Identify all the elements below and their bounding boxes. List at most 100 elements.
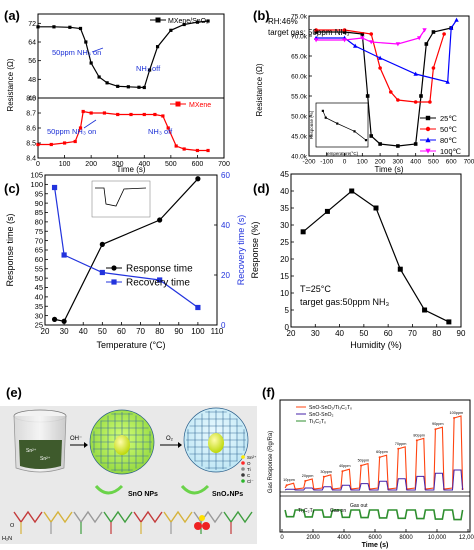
y-axis-label-c: Response time (s) bbox=[5, 213, 15, 286]
data-point-mxene-sno2 bbox=[142, 85, 146, 90]
b-inset-marks bbox=[321, 109, 368, 142]
legend-marker-b-0 bbox=[425, 115, 431, 121]
annotation-a-top-off: NH₃ off bbox=[136, 64, 161, 73]
series-line-f-1 bbox=[284, 469, 464, 491]
x-axis-label-d: Humidity (%) bbox=[350, 340, 402, 350]
legend-marker-b-1 bbox=[425, 126, 431, 132]
data-point-b-1 bbox=[442, 32, 446, 36]
c-y-tick-label: 45 bbox=[35, 283, 43, 292]
series-line-f-0 bbox=[284, 415, 464, 490]
legend-label-b-0: 25℃ bbox=[440, 114, 457, 123]
y-axis-label-b: Resistance (Ω) bbox=[255, 63, 264, 116]
data-point-b-1 bbox=[342, 28, 347, 32]
data-point-b-1 bbox=[428, 100, 432, 104]
d-x-tick-label: 90 bbox=[457, 329, 466, 338]
polymer-chains bbox=[13, 510, 253, 534]
d-y-tick-label: 40 bbox=[280, 187, 289, 196]
data-point-mxene-sno2 bbox=[89, 61, 93, 65]
data-point-mxene bbox=[81, 109, 85, 114]
a-x-ticks: 0 100 200 300 400 500 600 700 bbox=[36, 155, 230, 168]
a-x-tick-label: 300 bbox=[112, 161, 124, 168]
a-bottom-y-tick-label: 8.8 bbox=[26, 95, 36, 102]
curved-arrow-sno2 bbox=[180, 484, 210, 495]
data-point-b-1 bbox=[388, 90, 393, 94]
data-point-f-0 bbox=[397, 447, 400, 450]
x-axis-label-c: Temperature (°C) bbox=[96, 340, 165, 350]
series-line-f-2 bbox=[284, 509, 464, 521]
data-point-b-3 bbox=[395, 42, 401, 47]
data-point-mxene bbox=[142, 112, 146, 117]
panel-b: (b) 40.0k 45.0k 50.0k 55.0k 60.0k 65.0k 70.0k 7… bbox=[253, 8, 474, 174]
f-x-tick-label: 12,000 bbox=[459, 535, 474, 541]
data-point-c-1 bbox=[157, 277, 163, 283]
inset-point-b bbox=[364, 139, 368, 142]
arrow-oh-head bbox=[84, 442, 88, 448]
data-point-mxene-sno2 bbox=[68, 25, 72, 29]
series-line-b-0 bbox=[316, 27, 452, 147]
legend-marker-b-2 bbox=[425, 137, 431, 143]
data-point-mxene-sno2 bbox=[126, 85, 130, 89]
c-y-tick-label: 80 bbox=[35, 218, 43, 227]
a-x-tick-label: 600 bbox=[192, 161, 204, 168]
a-x-tick-label: 500 bbox=[165, 161, 177, 168]
data-point-b-2 bbox=[377, 55, 383, 60]
b-inset-x-label: temperature(°C) bbox=[326, 151, 359, 156]
f-x-tick-label: 0 bbox=[280, 535, 284, 541]
data-point-f-0 bbox=[434, 428, 437, 431]
c-x-tick-label: 30 bbox=[60, 327, 69, 336]
d-y-tick-label: 45 bbox=[280, 170, 289, 179]
c-x-tick-label: 40 bbox=[79, 327, 88, 336]
legend-dot-e bbox=[241, 479, 245, 483]
data-point-b-3 bbox=[422, 28, 427, 33]
d-x-tick-label: 50 bbox=[359, 329, 368, 338]
d-x-tick-label: 80 bbox=[432, 329, 441, 338]
legend-label-e: O bbox=[247, 461, 251, 466]
f-x-tick-label: 10,000 bbox=[428, 535, 447, 541]
data-point-b-0 bbox=[314, 30, 318, 34]
data-point-b-2 bbox=[413, 71, 418, 76]
legend-dot-e bbox=[241, 461, 245, 465]
b-x-tick-label: 600 bbox=[446, 159, 457, 166]
data-point-mxene-sno2 bbox=[206, 19, 210, 23]
f-tag-gas-on: Gas on bbox=[330, 508, 346, 514]
data-point-mxene-sno2 bbox=[52, 25, 56, 29]
c-y2-y-tick-label: 60 bbox=[221, 171, 230, 180]
c-y-tick-label: 65 bbox=[35, 246, 43, 255]
data-point-mxene bbox=[73, 139, 77, 144]
legend-marker-a-bottom bbox=[175, 101, 181, 107]
c-x-tick-label: 20 bbox=[41, 327, 50, 336]
legend-dot-e bbox=[241, 455, 245, 459]
polymer-chain-segment bbox=[73, 510, 103, 524]
data-point-mxene bbox=[166, 126, 170, 130]
data-point-b-0 bbox=[365, 94, 370, 98]
d-x-tick-label: 60 bbox=[384, 329, 393, 338]
inset-point-b bbox=[336, 122, 339, 125]
data-point-mxene bbox=[182, 147, 186, 151]
data-point-f-0 bbox=[304, 480, 307, 482]
a-x-tick-label: 0 bbox=[36, 161, 40, 168]
data-point-b-3 bbox=[417, 36, 422, 41]
sno-nanoparticle-ball bbox=[114, 435, 130, 455]
legend-label-a-bottom: MXene bbox=[189, 102, 211, 109]
c-y2-y-tick-label: 40 bbox=[221, 221, 230, 230]
data-point-b-0 bbox=[369, 134, 374, 138]
data-point-b-1 bbox=[369, 32, 374, 36]
legend-label-c-1: Recovery time bbox=[126, 278, 190, 289]
plot-frame-b bbox=[308, 15, 470, 157]
data-point-b-0 bbox=[424, 42, 429, 46]
b-x-tick-label: 700 bbox=[464, 159, 474, 166]
f-x-ticks: 0 2000 4000 6000 8000 10,000 12,000 bbox=[280, 529, 474, 541]
f-concentration-label: 40ppm bbox=[339, 464, 351, 468]
series-line-mxene-sno2 bbox=[38, 20, 209, 89]
data-point-mxene-sno2 bbox=[137, 85, 141, 89]
data-point-c-0 bbox=[195, 176, 201, 182]
b-x-tick-label: -100 bbox=[320, 159, 333, 166]
oxygen-atom bbox=[194, 522, 202, 530]
beaker-solution bbox=[19, 440, 62, 469]
data-point-mxene-sno2 bbox=[78, 26, 83, 31]
f-concentration-label: 100ppm bbox=[450, 411, 464, 415]
data-point-b-1 bbox=[413, 100, 418, 104]
